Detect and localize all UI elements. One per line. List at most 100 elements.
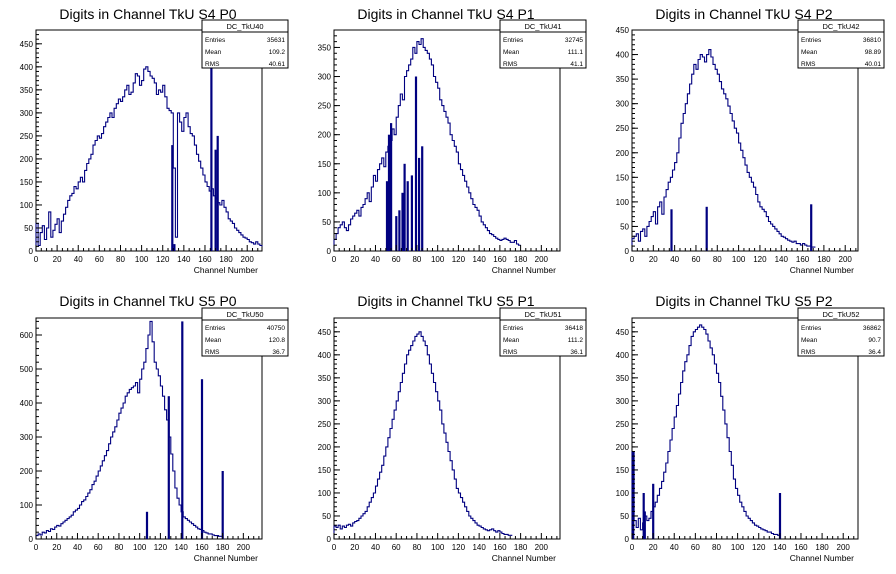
x-tick-label: 100: [135, 255, 149, 264]
histogram-spike: [210, 39, 213, 252]
y-tick-label: 150: [616, 173, 630, 182]
y-tick-label: 250: [20, 132, 34, 141]
chart-title: Digits in Channel TkU S4 P1: [357, 6, 534, 22]
chart-panel-6: Digits in Channel TkU S5 P2 0 20 40 60 80 100 1…: [616, 293, 885, 563]
x-tick-label: 0: [332, 255, 337, 264]
x-tick-label: 80: [114, 543, 123, 552]
x-tick-label: 20: [53, 255, 62, 264]
stats-value: 98.89: [865, 49, 882, 56]
histogram-spike: [778, 493, 782, 539]
chart-panel-1: Digits in Channel TkU S4 P0 0 20 40 60 80 100 1…: [20, 6, 289, 275]
plot-frame: [35, 317, 263, 540]
y-tick-label: 50: [620, 512, 629, 521]
x-tick-label: 80: [412, 255, 421, 264]
x-tick-label: 40: [371, 255, 380, 264]
y-tick-label: 50: [24, 224, 33, 233]
y-tick-label: 350: [616, 374, 630, 383]
stats-box: [201, 307, 289, 357]
y-tick-label: 0: [327, 535, 332, 544]
chart-panel-4: Digits in Channel TkU S5 P0 0 20 40 60 80 100 1…: [20, 293, 289, 563]
y-tick-label: 300: [616, 100, 630, 109]
y-tick-label: 350: [318, 374, 332, 383]
x-tick-label: 160: [796, 255, 810, 264]
y-tick-label: 200: [318, 443, 332, 452]
histogram-spike: [385, 181, 389, 251]
x-tick-label: 20: [649, 543, 658, 552]
histogram-spike: [410, 175, 413, 251]
y-tick-label: 450: [20, 40, 34, 49]
histogram-spike: [652, 483, 655, 540]
stats-value: 36.1: [570, 349, 583, 356]
stats-value: 36.4: [868, 349, 881, 356]
y-tick-label: 300: [318, 73, 332, 82]
x-tick-label: 20: [350, 255, 359, 264]
stats-key: RMS: [205, 349, 220, 356]
histogram-series: [333, 38, 521, 251]
y-tick-label: 400: [318, 351, 332, 360]
x-tick-label: 140: [775, 255, 789, 264]
stats-key: Mean: [801, 49, 818, 56]
histogram-spike: [398, 210, 401, 251]
y-tick-label: 150: [20, 178, 34, 187]
x-tick-label: 180: [514, 255, 528, 264]
y-tick-label: 400: [616, 351, 630, 360]
histogram-series: [333, 331, 513, 539]
stats-key: Entries: [503, 325, 524, 332]
x-tick-label: 100: [731, 543, 745, 552]
x-tick-label: 0: [630, 543, 635, 552]
y-tick-label: 0: [625, 247, 630, 256]
x-tick-label: 160: [794, 543, 808, 552]
y-tick-label: 250: [318, 102, 332, 111]
stats-value: 90.7: [868, 337, 881, 344]
y-tick-label: 200: [20, 155, 34, 164]
x-axis-label: Channel Number: [492, 553, 556, 563]
histogram-spike: [216, 135, 219, 251]
stats-name: DC_TkU50: [226, 310, 263, 319]
histogram-spike: [642, 493, 645, 539]
plot-frame: [631, 29, 859, 252]
histogram-spike: [406, 181, 409, 251]
x-axis-label: Channel Number: [790, 553, 854, 563]
x-axis-label: Channel Number: [492, 265, 556, 275]
x-tick-label: 100: [732, 255, 746, 264]
stats-key: RMS: [205, 61, 220, 68]
histogram-spike: [387, 134, 391, 251]
x-tick-label: 40: [73, 543, 82, 552]
x-tick-label: 20: [52, 543, 61, 552]
histogram-spike: [414, 76, 418, 251]
stats-key: Mean: [503, 337, 520, 344]
histogram-series: [631, 49, 816, 251]
histogram-spike: [167, 396, 170, 539]
stats-value: 120.8: [269, 337, 286, 344]
y-tick-label: 400: [20, 63, 34, 72]
histogram-spike: [145, 511, 149, 539]
histogram-spike: [181, 321, 184, 539]
x-tick-label: 80: [713, 255, 722, 264]
chart-title: Digits in Channel TkU S5 P2: [655, 293, 832, 309]
stats-value: 36.7: [272, 349, 285, 356]
x-tick-label: 60: [692, 255, 701, 264]
y-tick-label: 200: [318, 131, 332, 140]
histogram-spike: [221, 471, 224, 539]
y-tick-label: 400: [616, 51, 630, 60]
chart-title: Digits in Channel TkU S4 P2: [655, 6, 832, 22]
histogram-spike: [643, 511, 646, 539]
stats-name: DC_TkU42: [822, 22, 859, 31]
y-tick-label: 100: [20, 201, 34, 210]
x-tick-label: 200: [837, 543, 851, 552]
y-tick-label: 50: [620, 222, 629, 231]
x-tick-label: 20: [649, 255, 658, 264]
x-tick-label: 20: [350, 543, 359, 552]
stats-box: [499, 307, 587, 357]
x-tick-label: 180: [514, 543, 528, 552]
x-tick-label: 120: [452, 543, 466, 552]
x-tick-label: 40: [371, 543, 380, 552]
chart-panel-3: Digits in Channel TkU S4 P2 0 20 40 60 80 100 1…: [616, 6, 885, 275]
y-tick-label: 300: [20, 109, 34, 118]
y-tick-label: 50: [322, 512, 331, 521]
y-tick-label: 300: [20, 433, 34, 442]
y-tick-label: 150: [318, 466, 332, 475]
stats-value: 111.1: [568, 49, 584, 56]
x-tick-label: 40: [670, 255, 679, 264]
stats-key: Entries: [205, 325, 226, 332]
